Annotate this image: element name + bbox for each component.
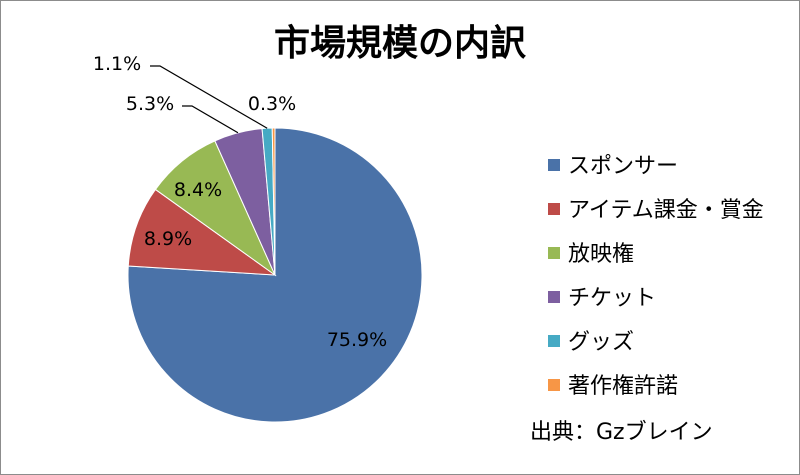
data-label: 1.1% xyxy=(93,53,141,75)
leader-lines xyxy=(150,65,268,134)
legend-swatch xyxy=(548,379,560,391)
legend-swatch xyxy=(548,247,560,259)
pie-slice xyxy=(127,188,277,276)
data-label: 75.9% xyxy=(327,329,387,351)
data-label: 8.9% xyxy=(144,228,192,250)
legend-label: 著作権許諾 xyxy=(568,374,679,399)
legend-label: グッズ xyxy=(568,330,635,355)
legend-swatch xyxy=(548,159,560,171)
legend-swatch xyxy=(548,335,560,347)
pie-slice xyxy=(271,127,276,276)
legend-label: 放映権 xyxy=(568,242,635,267)
leader-line xyxy=(182,105,239,134)
legend-label: アイテム課金・賞金 xyxy=(568,198,764,223)
source-note: 出典：Gzブレイン xyxy=(530,420,713,445)
data-label: 8.4% xyxy=(174,179,222,201)
legend-label: スポンサー xyxy=(568,154,679,179)
legend-swatch xyxy=(548,291,560,303)
pie-slices xyxy=(127,127,423,423)
leader-line xyxy=(150,65,268,129)
legend-swatch xyxy=(548,203,560,215)
chart-title: 市場規模の内訳 xyxy=(273,23,526,64)
data-label: 0.3% xyxy=(248,93,296,115)
data-label: 5.3% xyxy=(126,93,174,115)
legend-label: チケット xyxy=(568,286,657,311)
data-labels: 75.9% 8.9% 8.4% 5.3% 1.1% 0.3% xyxy=(93,53,387,351)
